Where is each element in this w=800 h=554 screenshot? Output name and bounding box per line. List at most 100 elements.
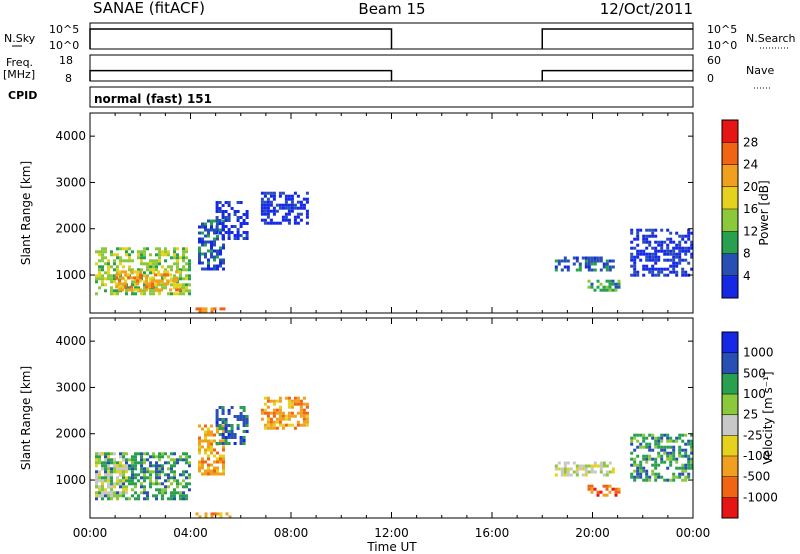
velocity-cell <box>204 433 207 437</box>
power-data <box>95 191 694 314</box>
power-cell <box>678 249 682 253</box>
power-cell <box>201 237 204 241</box>
power-ytick-label-3000: 3000 <box>55 175 86 189</box>
power-cell <box>188 259 191 263</box>
velocity-cell <box>578 464 582 468</box>
power-cell <box>110 253 113 257</box>
power-cell <box>263 203 267 207</box>
power-cell <box>284 206 288 210</box>
power-cell <box>227 201 231 204</box>
power-cell <box>210 243 213 247</box>
velocity-cell <box>155 467 158 471</box>
power-cell <box>201 222 204 226</box>
power-cell <box>116 289 119 293</box>
power-cell <box>230 225 234 228</box>
velocity-cell <box>678 445 682 449</box>
power-cell <box>161 277 164 281</box>
power-cell <box>127 288 131 292</box>
power-cell <box>657 255 661 259</box>
velocity-cell <box>152 452 155 456</box>
velocity-cell <box>266 420 270 424</box>
velocity-cell <box>173 461 176 465</box>
power-cell <box>263 221 267 225</box>
velocity-cell <box>687 466 691 470</box>
power-cell <box>201 240 204 244</box>
velocity-cell <box>633 463 637 467</box>
power-cell <box>176 256 179 260</box>
velocity-cell <box>98 452 101 456</box>
velocity-cell <box>119 479 122 483</box>
velocity-cell <box>266 411 270 415</box>
velocity-cell <box>137 497 140 501</box>
power-cell <box>222 267 225 271</box>
velocity-cell <box>657 445 661 449</box>
power-cell <box>651 246 655 250</box>
power-cell <box>125 292 128 296</box>
velocity-cell <box>104 470 107 474</box>
power-cell <box>176 292 179 296</box>
power-cell <box>152 265 155 269</box>
velocity-cell <box>242 442 246 445</box>
power-cell <box>651 273 655 277</box>
velocity-cell <box>672 448 676 452</box>
velocity-cell <box>110 494 113 498</box>
velocity-cell <box>101 464 104 468</box>
velocity-cell <box>207 448 210 452</box>
power-cell <box>639 258 643 262</box>
velocity-cell <box>236 415 240 418</box>
power-cell <box>602 265 606 269</box>
power-cell <box>182 256 185 260</box>
velocity-cell <box>188 482 191 486</box>
power-cell <box>554 265 558 269</box>
power-cell <box>139 273 143 277</box>
power-cell <box>660 270 664 274</box>
power-cell <box>201 231 204 235</box>
power-cell <box>633 270 637 274</box>
velocity-cell <box>242 406 246 409</box>
velocity-cell <box>201 463 204 467</box>
power-cell <box>678 246 682 250</box>
velocity-cell <box>143 467 146 471</box>
velocity-cell <box>678 451 682 455</box>
velocity-cell <box>581 473 585 477</box>
velocity-cell <box>602 484 606 488</box>
power-cell <box>185 283 188 287</box>
velocity-cell <box>207 439 210 443</box>
power-cell <box>158 253 161 257</box>
velocity-cell <box>230 430 234 433</box>
power-cell <box>278 221 282 225</box>
power-cell <box>198 258 201 262</box>
velocity-cell <box>119 464 122 468</box>
velocity-cell <box>633 433 637 437</box>
velocity-cell <box>155 497 158 501</box>
power-cell <box>198 307 202 311</box>
power-cell <box>207 258 210 262</box>
velocity-cell <box>302 408 306 412</box>
power-cell <box>660 249 664 253</box>
power-cell <box>642 234 646 238</box>
power-cell <box>124 285 128 289</box>
velocity-cell <box>672 439 676 443</box>
power-cell <box>213 237 216 241</box>
power-cell <box>633 261 637 265</box>
power-cell <box>221 225 225 228</box>
power-cell <box>127 273 131 277</box>
velocity-cell <box>110 452 113 456</box>
velocity-cell <box>587 487 591 491</box>
power-cell <box>173 292 176 296</box>
power-cell <box>672 246 676 250</box>
power-cell <box>213 240 216 244</box>
velocity-cell <box>669 451 673 455</box>
velocity-cell <box>215 412 219 415</box>
velocity-cell <box>630 442 634 446</box>
cpid-label: CPID <box>8 89 37 102</box>
velocity-cell <box>161 482 164 486</box>
velocity-cell <box>179 491 182 495</box>
power-cell <box>299 203 303 207</box>
power-cell <box>222 258 225 262</box>
velocity-cell <box>224 442 228 445</box>
power-cell <box>201 225 204 229</box>
power-cell <box>185 268 188 272</box>
power-cell <box>158 262 161 266</box>
velocity-cell <box>176 479 179 483</box>
